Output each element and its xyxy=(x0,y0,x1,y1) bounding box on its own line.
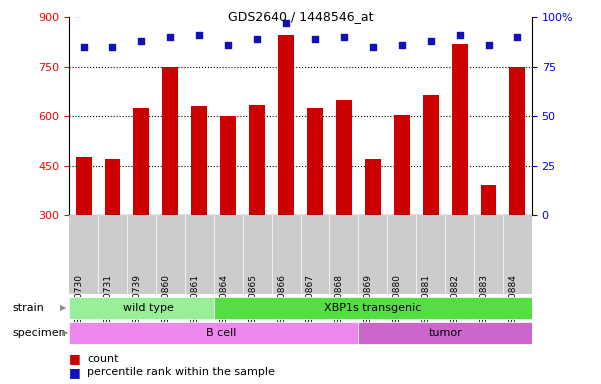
Text: count: count xyxy=(87,354,118,364)
Bar xyxy=(76,157,91,215)
Point xyxy=(455,32,465,38)
Point xyxy=(513,34,522,40)
Text: XBP1s transgenic: XBP1s transgenic xyxy=(324,303,421,313)
Point xyxy=(79,44,88,50)
Text: percentile rank within the sample: percentile rank within the sample xyxy=(87,367,275,377)
Bar xyxy=(162,67,178,215)
Text: specimen: specimen xyxy=(12,328,66,338)
Point xyxy=(484,42,493,48)
Point xyxy=(426,38,436,44)
Text: strain: strain xyxy=(12,303,44,313)
Bar xyxy=(105,159,120,215)
Bar xyxy=(249,104,265,215)
Bar xyxy=(307,108,323,215)
Point xyxy=(195,32,204,38)
Bar xyxy=(365,159,381,215)
Point xyxy=(224,42,233,48)
Text: ▶: ▶ xyxy=(62,328,68,338)
Bar xyxy=(358,322,532,344)
Text: ■: ■ xyxy=(69,353,81,366)
Bar xyxy=(278,35,294,215)
Point xyxy=(136,38,146,44)
Point xyxy=(397,42,406,48)
Bar xyxy=(133,108,150,215)
Point xyxy=(339,34,349,40)
Bar xyxy=(394,114,410,215)
Point xyxy=(108,44,117,50)
Text: wild type: wild type xyxy=(123,303,174,313)
Point xyxy=(252,36,262,42)
Point xyxy=(165,34,175,40)
Text: GDS2640 / 1448546_at: GDS2640 / 1448546_at xyxy=(228,10,373,23)
Bar xyxy=(336,100,352,215)
Bar xyxy=(191,106,207,215)
Bar xyxy=(451,44,468,215)
Bar xyxy=(510,67,525,215)
Text: ■: ■ xyxy=(69,366,81,379)
Text: B cell: B cell xyxy=(206,328,236,338)
Bar xyxy=(220,116,236,215)
Bar xyxy=(69,322,358,344)
Point xyxy=(281,20,291,26)
Bar xyxy=(423,95,439,215)
Point xyxy=(368,44,377,50)
Bar xyxy=(69,297,214,319)
Text: ▶: ▶ xyxy=(60,303,66,313)
Point xyxy=(310,36,320,42)
Bar xyxy=(214,297,532,319)
Text: tumor: tumor xyxy=(429,328,462,338)
Bar xyxy=(481,185,496,215)
